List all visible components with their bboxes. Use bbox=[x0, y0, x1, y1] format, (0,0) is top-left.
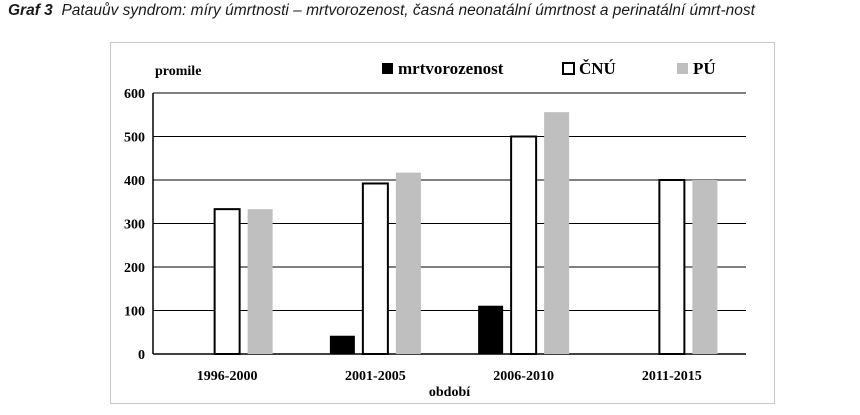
legend-label: PÚ bbox=[693, 59, 716, 78]
x-tick-label: 2011-2015 bbox=[642, 369, 702, 384]
legend-swatch bbox=[562, 62, 575, 75]
bar-pú-2011-2015 bbox=[692, 180, 718, 354]
legend-swatch bbox=[382, 63, 393, 74]
x-tick-label: 2006-2010 bbox=[493, 369, 554, 384]
bar-mrtvorozenost-2001-2005 bbox=[329, 335, 355, 354]
bar-čnú-1996-2000 bbox=[213, 208, 241, 355]
y-tick-label: 400 bbox=[124, 174, 145, 189]
x-axis-title: období bbox=[429, 385, 471, 400]
y-tick-label: 500 bbox=[124, 131, 145, 146]
y-tick-label: 600 bbox=[124, 87, 145, 102]
bar-čnú-2001-2005 bbox=[361, 182, 389, 355]
bar-čnú-2006-2010 bbox=[510, 135, 538, 355]
bar-pú-1996-2000 bbox=[247, 209, 273, 354]
figure-label: Graf 3 bbox=[8, 2, 53, 19]
y-tick-label: 0 bbox=[138, 348, 145, 363]
y-tick-label: 200 bbox=[124, 261, 145, 276]
bar-čnú-2011-2015 bbox=[658, 179, 686, 355]
x-tick-label: 2001-2005 bbox=[345, 369, 406, 384]
figure-caption: Graf 3 Patauův syndrom: míry úmrtnosti –… bbox=[8, 2, 853, 20]
legend-swatch bbox=[677, 63, 688, 74]
figure-title: Patauův syndrom: míry úmrtnosti – mrtvor… bbox=[61, 2, 755, 19]
bar-pú-2001-2005 bbox=[395, 172, 421, 354]
legend-label: ČNÚ bbox=[579, 59, 616, 78]
y-tick-label: 100 bbox=[124, 305, 145, 320]
legend-label: mrtvorozenost bbox=[398, 59, 504, 78]
bar-pú-2006-2010 bbox=[544, 112, 570, 354]
y-axis-title: promile bbox=[155, 64, 201, 79]
bar-mrtvorozenost-2006-2010 bbox=[478, 305, 504, 354]
chart-area: 0 100 200 300 400 500 600 1996-2000 2001-2005 200… bbox=[110, 42, 775, 404]
x-tick-label: 1996-2000 bbox=[197, 369, 258, 384]
bar-chart: 0 100 200 300 400 500 600 1996-2000 2001-2005 200… bbox=[124, 59, 746, 400]
y-tick-label: 300 bbox=[124, 218, 145, 233]
